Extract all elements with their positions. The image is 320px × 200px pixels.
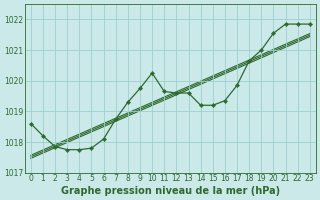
X-axis label: Graphe pression niveau de la mer (hPa): Graphe pression niveau de la mer (hPa) [61, 186, 280, 196]
